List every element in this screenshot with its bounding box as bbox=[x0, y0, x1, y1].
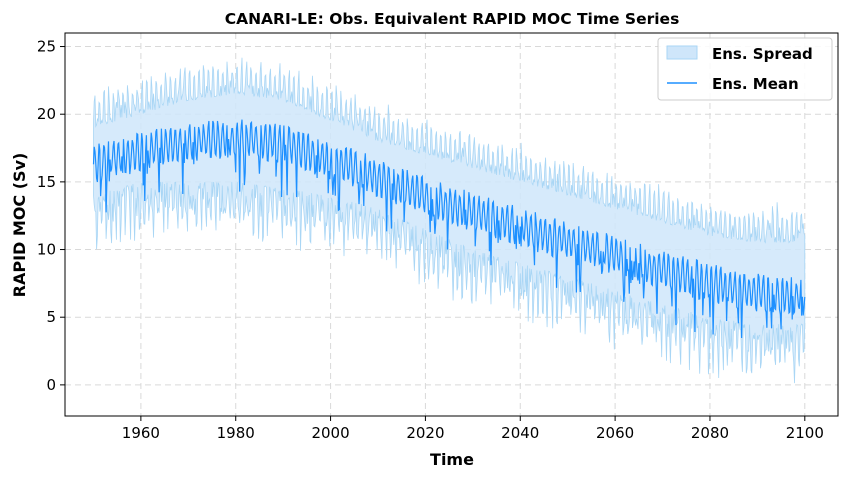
legend-mean-label: Ens. Mean bbox=[712, 75, 799, 93]
y-tick-label: 10 bbox=[37, 241, 56, 259]
y-tick-label: 5 bbox=[46, 308, 56, 326]
x-tick-label: 2000 bbox=[311, 424, 349, 442]
y-tick-label: 20 bbox=[37, 105, 56, 123]
spread-band bbox=[93, 57, 806, 384]
x-tick-label: 2080 bbox=[691, 424, 729, 442]
y-tick-label: 0 bbox=[46, 376, 56, 394]
x-tick-label: 2040 bbox=[501, 424, 539, 442]
x-tick-label: 2060 bbox=[596, 424, 634, 442]
ensemble-mean-line bbox=[92, 119, 806, 339]
x-axis-ticks: 1960 1980 2000 2020 2040 2060 2080 2100 bbox=[122, 416, 824, 442]
y-axis-ticks: 0 5 10 15 20 25 bbox=[37, 38, 65, 394]
x-tick-label: 1960 bbox=[122, 424, 160, 442]
y-tick-label: 25 bbox=[37, 38, 56, 56]
x-tick-label: 1980 bbox=[217, 424, 255, 442]
plot-frame bbox=[64, 32, 839, 417]
mean-line-path bbox=[92, 119, 806, 339]
legend: Ens. Spread Ens. Mean bbox=[657, 37, 833, 101]
x-axis-title: Time bbox=[430, 450, 474, 469]
y-axis-title: RAPID MOC (Sv) bbox=[10, 153, 29, 298]
legend-spread-label: Ens. Spread bbox=[712, 45, 813, 63]
chart-title: CANARI-LE: Obs. Equivalent RAPID MOC Tim… bbox=[225, 10, 680, 28]
y-tick-label: 15 bbox=[37, 173, 56, 191]
x-tick-label: 2100 bbox=[786, 424, 824, 442]
legend-box bbox=[657, 37, 833, 101]
x-tick-label: 2020 bbox=[406, 424, 444, 442]
legend-spread-swatch bbox=[666, 45, 698, 60]
ensemble-spread-area bbox=[93, 57, 806, 384]
